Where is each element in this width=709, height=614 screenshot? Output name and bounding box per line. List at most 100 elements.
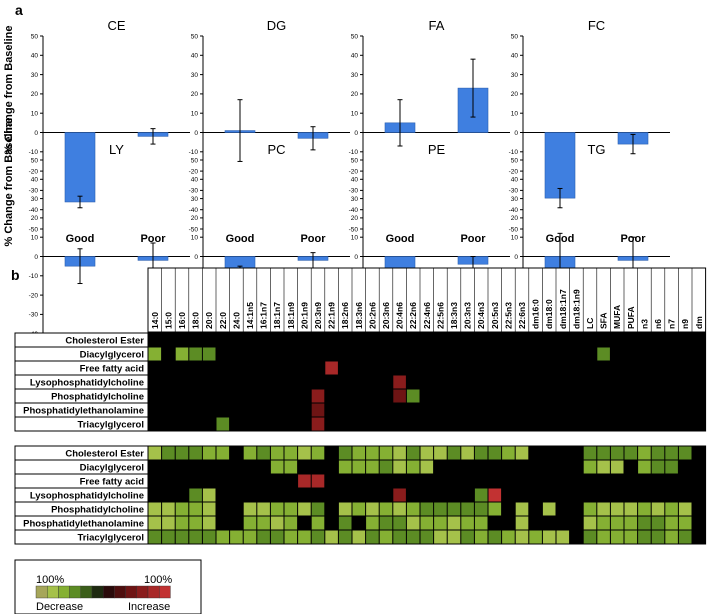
y-tick-label: 0 (514, 254, 518, 261)
heatmap-cell (488, 502, 502, 516)
heatmap-cell (216, 417, 230, 431)
y-tick-label: 30 (191, 196, 199, 203)
heatmap-cell (665, 516, 678, 530)
panel-title: PC (267, 142, 285, 157)
heatmap-cell (189, 516, 202, 530)
column-label: 18:0 (191, 312, 201, 329)
heatmap-cell (338, 460, 352, 474)
heatmap-cell (243, 502, 257, 516)
y-axis-labels: % Change from Baseline% Change from Base… (3, 26, 15, 247)
legend-swatch (35, 585, 48, 599)
legend-swatch (136, 585, 149, 599)
y-tick-label: 20 (191, 91, 199, 98)
heatmap-cell (366, 530, 379, 544)
legend-swatch (47, 585, 59, 599)
heatmap-cell (610, 502, 624, 516)
heatmap-cell (488, 488, 502, 502)
y-tick-label: 30 (31, 196, 39, 203)
column-label: 22:1n9 (327, 302, 337, 329)
y-tick-label: 40 (351, 177, 359, 184)
heatmap-cell (298, 502, 311, 516)
column-label: 20:3n6 (381, 302, 391, 329)
y-tick-label: -50 (509, 226, 519, 233)
heatmap-cell (461, 530, 474, 544)
row-label: Diacylglycerol (80, 463, 144, 474)
heatmap-cell (270, 502, 284, 516)
y-tick-label: 0 (194, 254, 198, 261)
heatmap-cell (393, 460, 406, 474)
y-tick-label: -10 (349, 149, 359, 156)
y-tick-label: 40 (31, 177, 39, 184)
heatmap-cell (597, 530, 610, 544)
column-label: 20:0 (204, 312, 214, 329)
y-tick-label: 20 (31, 215, 39, 222)
y-tick-label: -30 (509, 188, 519, 195)
heatmap-cell (284, 530, 298, 544)
y-tick-label: -40 (509, 207, 519, 214)
heatmap-cell (665, 502, 678, 516)
y-tick-label: 40 (511, 177, 519, 184)
y-tick-label: 50 (511, 33, 519, 40)
y-tick-label: -20 (349, 168, 359, 175)
heatmap-cell (230, 530, 243, 544)
y-tick-label: 10 (31, 235, 39, 242)
heatmap-cell (270, 446, 284, 460)
heatmap-cell (474, 488, 488, 502)
heatmap-cell (298, 474, 311, 488)
column-label: 18:3n3 (449, 302, 459, 329)
heatmap-cell (189, 502, 202, 516)
heatmap-cell (434, 502, 447, 516)
column-label: 22:2n6 (408, 302, 418, 329)
heatmap-cell (638, 516, 651, 530)
row-label: Triacylglycerol (77, 533, 144, 544)
category-label: Good (226, 233, 255, 245)
row-label: Lysophosphatidylcholine (30, 378, 144, 389)
row-label: Cholesterol Ester (65, 449, 144, 460)
column-label: 22:0 (218, 312, 228, 329)
panel-title: DG (267, 18, 287, 33)
y-tick-label: 20 (511, 91, 519, 98)
y-tick-label: 50 (191, 157, 199, 164)
heatmap-cell (175, 516, 189, 530)
panel-title: FC (588, 18, 605, 33)
heatmap-cell (638, 460, 651, 474)
heatmap-cell (175, 502, 189, 516)
heatmap-cell (311, 474, 325, 488)
panel-title: TG (587, 142, 605, 157)
legend-swatch (114, 585, 126, 599)
y-tick-label: 10 (511, 235, 519, 242)
heatmap-cell (447, 502, 461, 516)
heatmap-cell (352, 460, 366, 474)
heatmap-cell (461, 502, 474, 516)
column-label: dm16:0 (531, 299, 541, 329)
heatmap-matrix (148, 333, 706, 431)
heatmap-cell (175, 347, 189, 361)
y-tick-label: -40 (349, 207, 359, 214)
y-tick-label: 30 (351, 196, 359, 203)
heatmap-cell (189, 488, 202, 502)
heatmap-cell (366, 502, 379, 516)
column-label: 20:1n9 (299, 302, 309, 329)
y-tick-label: 20 (351, 215, 359, 222)
heatmap-cell (189, 446, 202, 460)
panel-title: FA (429, 18, 445, 33)
heatmap-cell (542, 502, 556, 516)
y-tick-label: 50 (511, 157, 519, 164)
heatmap-cell (189, 347, 202, 361)
heatmap-cell (284, 502, 298, 516)
row-label: Phosphatidylethanolamine (23, 406, 144, 417)
column-label: 24:0 (231, 312, 241, 329)
heatmap-cell (420, 460, 434, 474)
y-tick-label: -10 (509, 149, 519, 156)
heatmap-cell (610, 516, 624, 530)
heatmap-cell (257, 530, 270, 544)
group-border (14, 332, 707, 432)
heatmap-cell (406, 460, 420, 474)
column-label: 18:1n9 (286, 302, 296, 329)
category-label: Poor (300, 233, 326, 245)
category-label: Poor (460, 233, 486, 245)
heatmap-cell (311, 516, 325, 530)
row-label: Free fatty acid (80, 364, 145, 375)
heatmap-legend: 100% 100% Decrease Increase (14, 559, 202, 614)
